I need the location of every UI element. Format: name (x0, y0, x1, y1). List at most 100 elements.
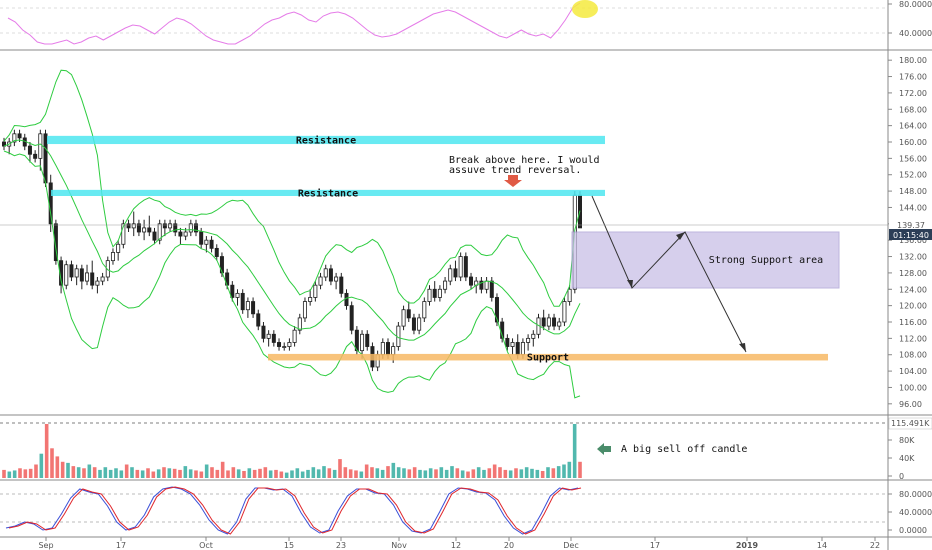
candle-body (297, 317, 302, 331)
volume-bar (556, 466, 561, 478)
price-tick-label: 112.00 (899, 334, 927, 343)
candle-body (64, 264, 69, 286)
candle-body (541, 317, 546, 327)
time-tick-label: 2019 (736, 541, 759, 550)
volume-bar (23, 469, 28, 478)
candle-body (193, 223, 198, 233)
candle-body (251, 301, 256, 315)
candle-body (147, 227, 152, 233)
volume-bar (44, 424, 49, 478)
candle-body (69, 264, 74, 278)
projection-arrowhead (739, 343, 746, 352)
volume-bar (391, 462, 396, 478)
rsi-line (7, 2, 581, 45)
volume-bar (380, 469, 385, 478)
volume-bar (156, 469, 161, 478)
volume-bar (247, 468, 252, 478)
time-tick-label: 15 (284, 541, 294, 550)
volume-bar (450, 466, 454, 478)
bollinger-middle-band (3, 139, 581, 341)
strong-support-label: Strong Support area (709, 255, 823, 266)
volume-bar (359, 471, 364, 478)
volume-bar (167, 468, 172, 478)
price-tick-label: 148.00 (899, 187, 927, 196)
candle-body (515, 342, 520, 356)
candle-body (453, 268, 458, 278)
candle-body (136, 223, 141, 233)
time-tick-label: 14 (817, 541, 827, 550)
volume-bar (295, 468, 300, 478)
volume-bar (311, 467, 316, 478)
candle-body (391, 346, 396, 356)
volume-bar (119, 470, 124, 478)
resistance-label: Resistance (296, 134, 356, 146)
price-tick-label: 180.00 (899, 56, 927, 65)
volume-bar (578, 461, 582, 478)
rsi-tick-label: 80.0000 (899, 0, 932, 9)
candle-body (90, 272, 95, 286)
volume-bar (172, 468, 177, 478)
volume-bar (140, 470, 145, 478)
volume-bar (343, 467, 348, 478)
candle-body (105, 260, 110, 278)
stoch-tick-label: 80.0000 (899, 490, 932, 499)
volume-bar (306, 469, 310, 478)
volume-bar (108, 469, 113, 478)
price-tick-label: 128.00 (899, 269, 927, 278)
candle-body (214, 247, 219, 257)
candle-body (235, 292, 240, 298)
time-tick-label: Nov (391, 541, 407, 550)
volume-bar (455, 468, 460, 478)
candle-body (557, 321, 562, 327)
price-tick-label: 152.00 (899, 171, 927, 180)
volume-bar (220, 461, 225, 478)
candle-body (567, 288, 572, 302)
volume-bar (540, 470, 545, 478)
volume-bar (562, 464, 566, 478)
volume-bar (466, 471, 470, 478)
candle-body (380, 342, 385, 356)
candle-body (401, 309, 406, 327)
candle-body (168, 223, 173, 229)
candle-body (323, 268, 328, 278)
volume-bar (279, 471, 284, 478)
price-tick-label: 136.00 (899, 236, 927, 245)
volume-bar (503, 469, 508, 478)
down-arrow-icon (504, 175, 522, 187)
candle-body (318, 276, 323, 286)
candle-body (526, 337, 531, 343)
volume-bar (18, 468, 22, 478)
candle-body (448, 268, 453, 282)
candle-body (427, 288, 432, 302)
candle-body (308, 297, 313, 302)
volume-bar (364, 464, 369, 478)
volume-bar (439, 467, 444, 478)
candle-body (365, 333, 370, 347)
candle-body (261, 325, 266, 339)
support-band (268, 353, 828, 361)
volume-bar (460, 470, 465, 478)
candle-body (116, 243, 121, 253)
price-tick-label: 132.00 (899, 253, 927, 262)
volume-bar (546, 467, 550, 478)
volume-bar (28, 468, 33, 478)
candle-body (287, 342, 292, 347)
volume-bar (268, 470, 273, 478)
time-tick-label: 17 (116, 541, 126, 550)
price-tick-label: 96.00 (899, 400, 922, 409)
rsi-highlight (572, 0, 598, 18)
volume-bar (215, 469, 220, 478)
candle-body (417, 317, 422, 331)
volume-bar (412, 467, 417, 478)
price-tick-label: 168.00 (899, 105, 927, 114)
volume-bar (92, 467, 97, 478)
volume-bar (274, 469, 278, 478)
volume-bar (482, 469, 486, 478)
countdown-badge (889, 229, 932, 240)
volume-tick-label: 40K (899, 454, 915, 463)
volume-bar (567, 461, 572, 478)
candle-body (27, 145, 32, 155)
candle-body (12, 133, 17, 143)
volume-bar (572, 424, 577, 478)
